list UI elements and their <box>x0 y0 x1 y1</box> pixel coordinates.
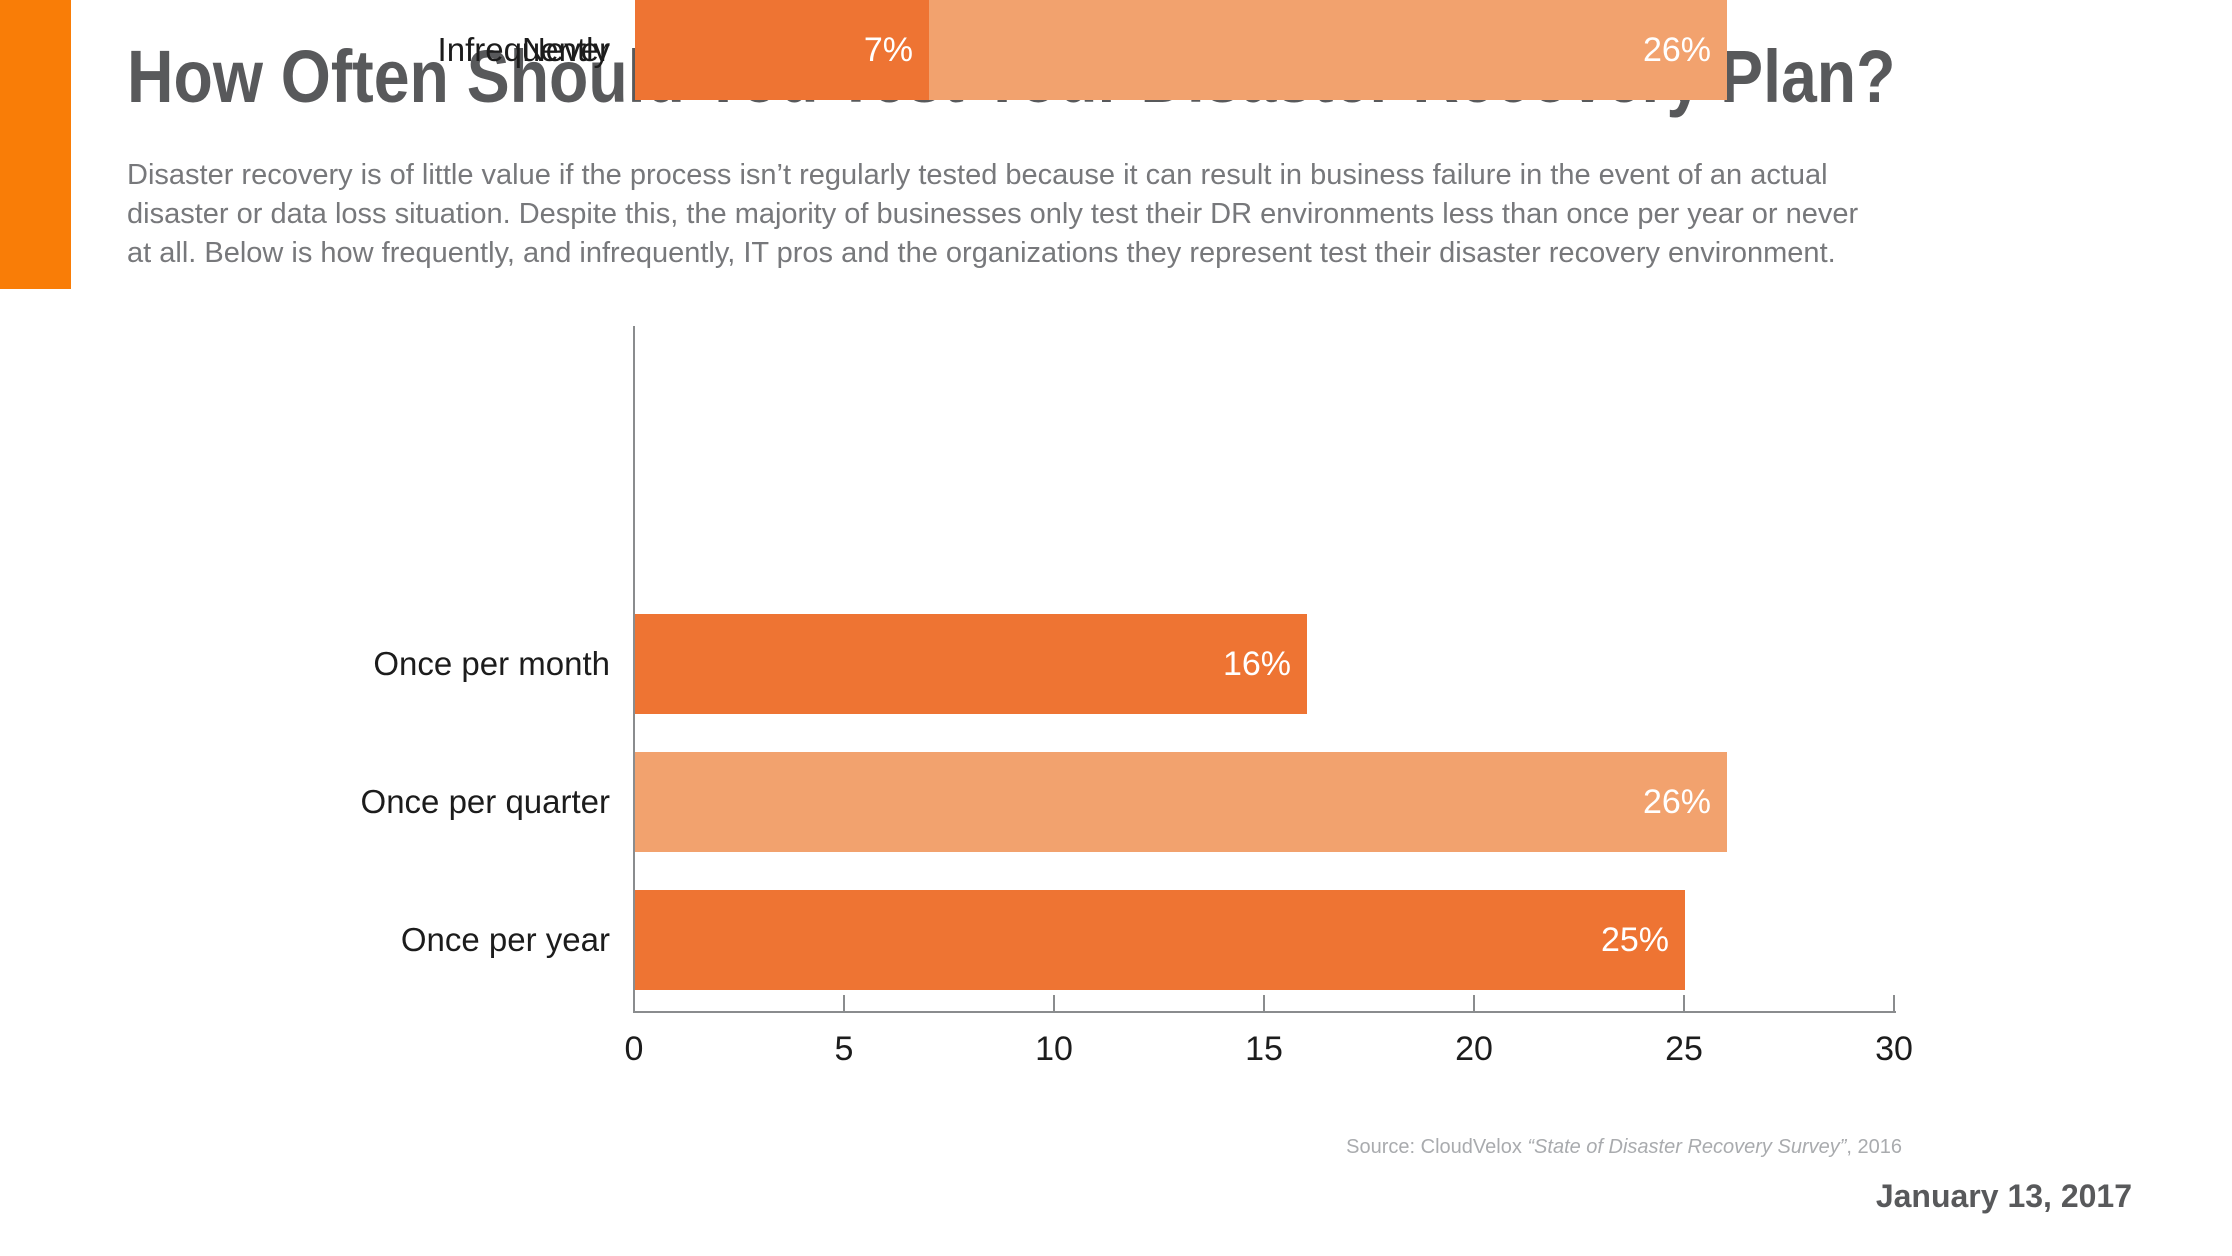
date-label: January 13, 2017 <box>1875 1178 2132 1214</box>
accent-strip <box>0 0 71 289</box>
description-line-3: at all. Below is how frequently, and inf… <box>127 237 1836 269</box>
value-label: 16% <box>1222 645 1291 683</box>
x-axis-tick <box>1473 995 1475 1011</box>
value-label: 26% <box>1642 783 1711 821</box>
bar-once-per-quarter: 26% <box>635 752 1727 852</box>
category-label: Once per quarter <box>360 783 610 820</box>
bar-row: Once per month 16% <box>0 614 2232 714</box>
category-label: Never <box>521 31 610 68</box>
x-axis-tick-label: 15 <box>1245 1030 1283 1068</box>
x-axis-tick-label: 20 <box>1455 1030 1493 1068</box>
category-label: Once per year <box>400 921 610 958</box>
x-axis-tick-label: 10 <box>1035 1030 1073 1068</box>
source-citation: Source: CloudVelox “State of Disaster Re… <box>1346 1136 1902 1159</box>
x-axis-tick <box>1893 995 1895 1011</box>
page-description: Disaster recovery is of little value if … <box>127 156 1858 273</box>
x-axis-tick <box>1053 995 1055 1011</box>
source-survey-title: “State of Disaster Recovery Survey” <box>1527 1136 1847 1158</box>
source-prefix: Source: CloudVelox <box>1346 1136 1528 1158</box>
y-axis-line <box>633 326 635 1013</box>
bar-once-per-month: 16% <box>635 614 1307 714</box>
value-label: 7% <box>863 31 913 69</box>
x-axis-tick <box>1683 995 1685 1011</box>
category-label: Infrequently <box>437 31 610 68</box>
x-axis-tick-label: 0 <box>624 1030 644 1068</box>
x-axis-tick-label: 25 <box>1665 1030 1703 1068</box>
bar-row: Once per year 25% <box>0 890 2232 990</box>
x-axis-tick-label: 30 <box>1875 1030 1913 1068</box>
category-label: Once per month <box>373 645 610 682</box>
x-axis-tick <box>843 995 845 1011</box>
bar-row: Once per quarter 26% <box>0 752 2232 852</box>
bar-once-per-year: 25% <box>635 890 1685 990</box>
description-line-2: disaster or data loss situation. Despite… <box>127 198 1859 230</box>
bar-never: 7% <box>635 0 929 100</box>
description-line-1: Disaster recovery is of little value if … <box>127 159 1828 191</box>
value-label: 25% <box>1600 921 1669 959</box>
x-axis-tick <box>633 995 635 1011</box>
value-label: 26% <box>1642 31 1711 69</box>
x-axis-line <box>633 1011 1896 1013</box>
x-axis-tick <box>1263 995 1265 1011</box>
bar-row: Never 7% <box>0 0 2232 100</box>
source-suffix: , 2016 <box>1846 1136 1902 1158</box>
x-axis-tick-label: 5 <box>834 1030 854 1068</box>
